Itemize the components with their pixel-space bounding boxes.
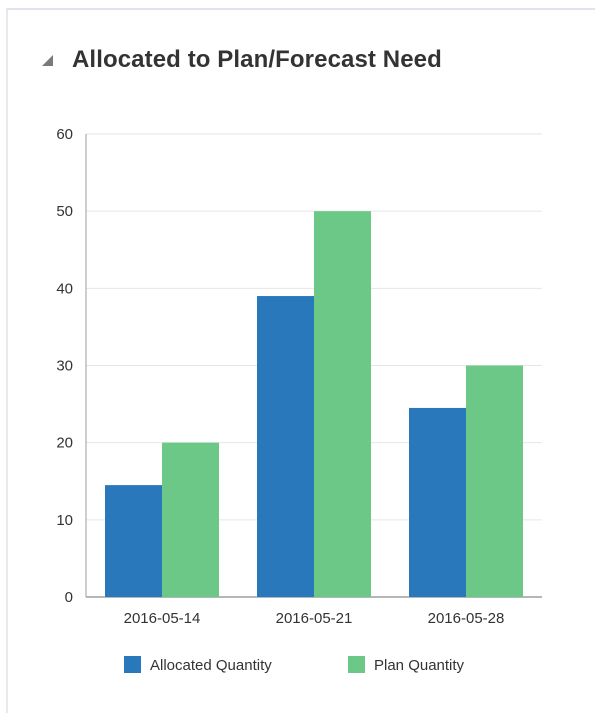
y-tick-label: 40 xyxy=(56,280,73,297)
chart-title: Allocated to Plan/Forecast Need xyxy=(72,46,442,73)
legend-label-allocated: Allocated Quantity xyxy=(150,657,272,674)
bar-allocated-2016-05-28[interactable] xyxy=(409,407,466,597)
bar-allocated-2016-05-21[interactable] xyxy=(257,296,314,597)
bar-plan-2016-05-14[interactable] xyxy=(162,442,219,597)
bar-plan-2016-05-21[interactable] xyxy=(314,211,371,597)
y-tick-label: 20 xyxy=(56,435,73,452)
x-tick-label: 2016-05-28 xyxy=(428,610,505,627)
legend-label-plan: Plan Quantity xyxy=(374,657,465,674)
y-tick-label: 30 xyxy=(56,358,73,375)
y-tick-label: 60 xyxy=(56,126,73,143)
y-tick-label: 10 xyxy=(56,512,73,529)
y-tick-label: 0 xyxy=(65,589,73,606)
panel-header: Allocated to Plan/Forecast Need xyxy=(40,46,442,74)
legend-swatch-allocated xyxy=(124,656,141,673)
bar-allocated-2016-05-14[interactable] xyxy=(105,485,162,597)
x-tick-label: 2016-05-14 xyxy=(124,610,201,627)
collapse-triangle-icon[interactable] xyxy=(40,53,54,67)
bar-plan-2016-05-28[interactable] xyxy=(466,365,523,598)
legend-swatch-plan xyxy=(348,656,365,673)
y-tick-label: 50 xyxy=(56,203,73,220)
x-tick-label: 2016-05-21 xyxy=(276,610,353,627)
